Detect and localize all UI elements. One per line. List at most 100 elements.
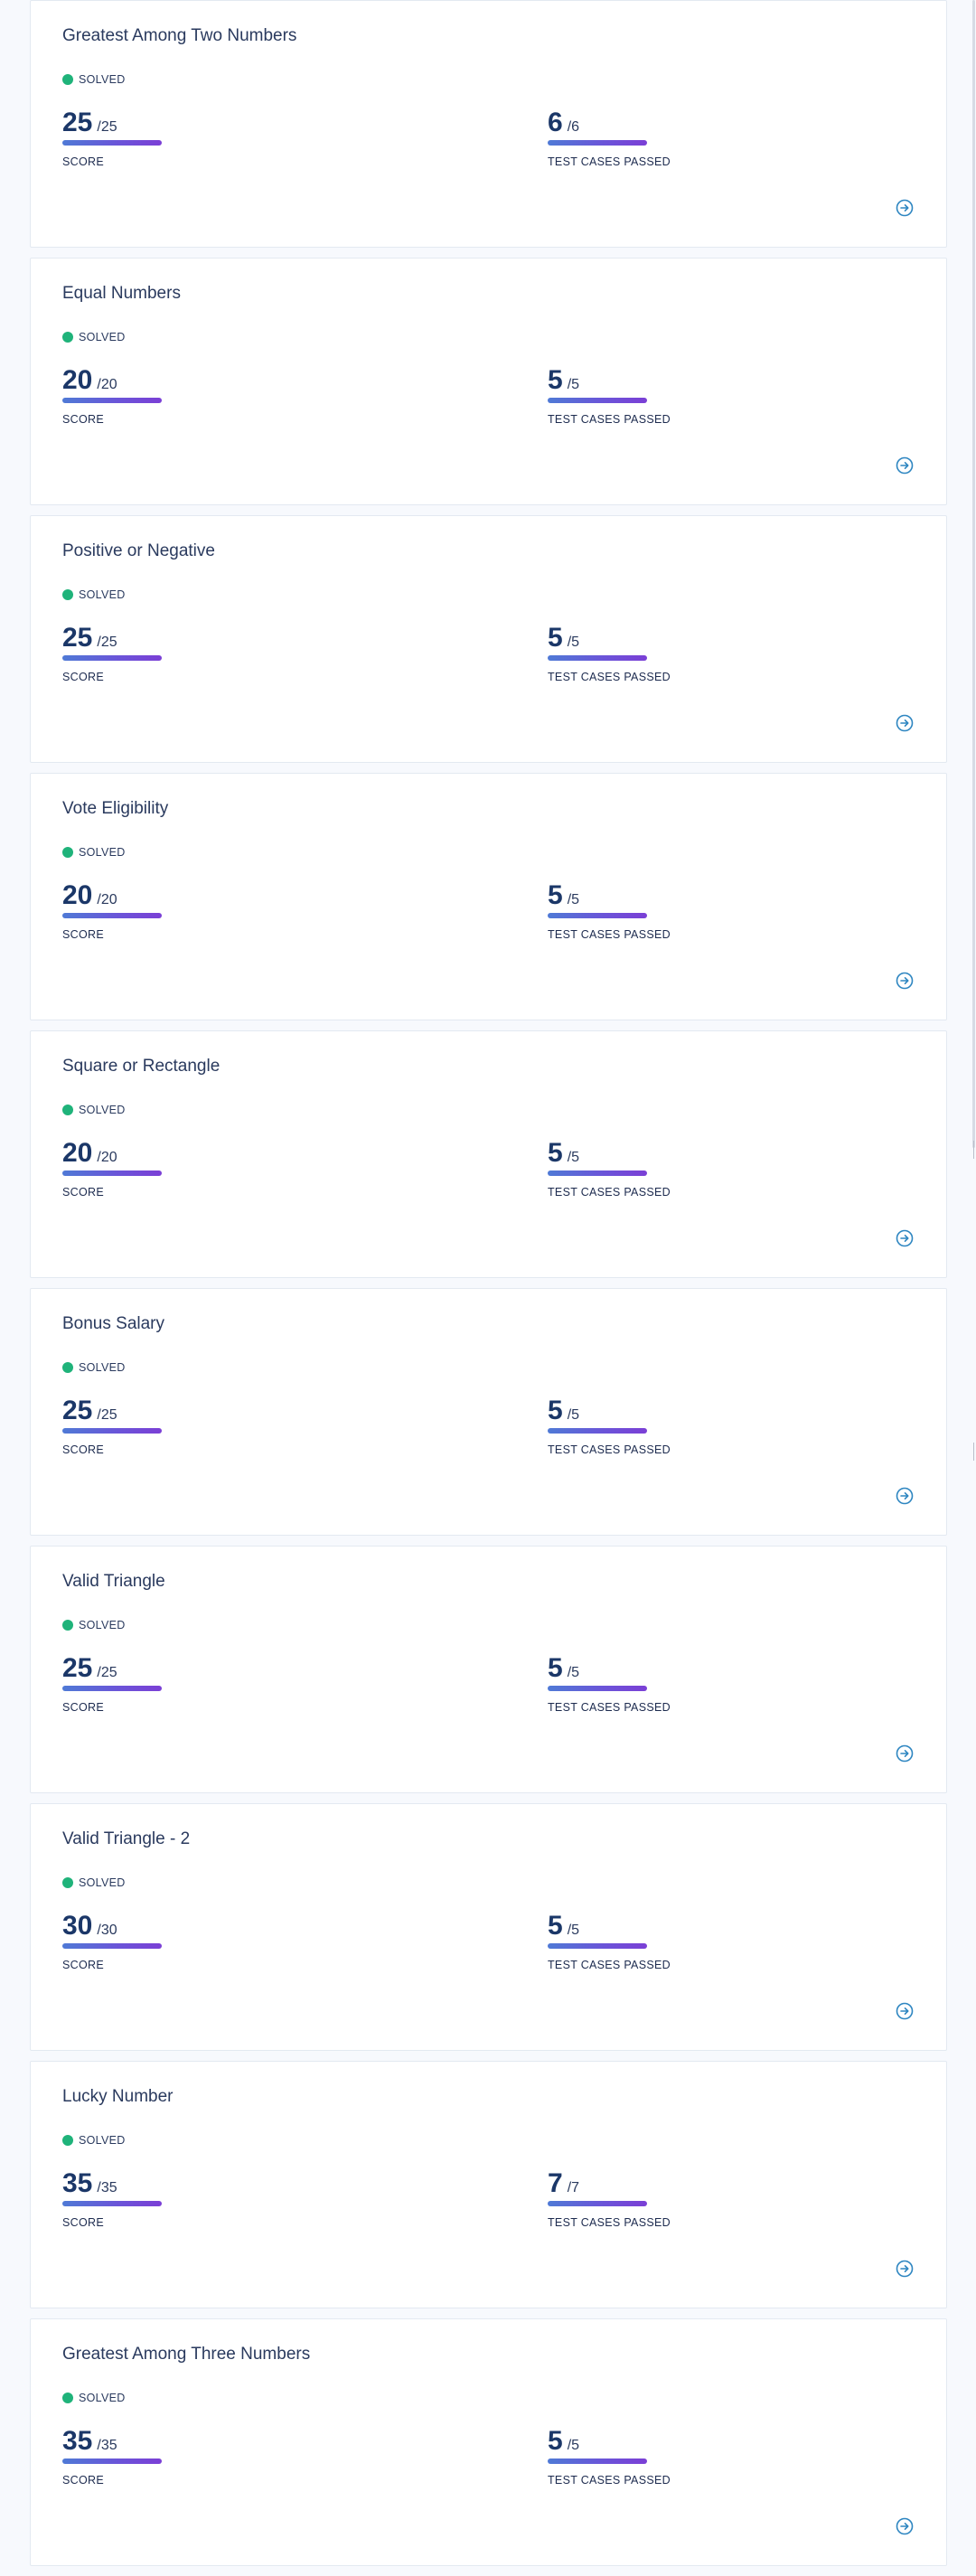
arrow-circle-right-icon: [896, 2002, 914, 2020]
open-problem-button[interactable]: [896, 1744, 914, 1763]
score-metric: 30 /30 SCORE: [62, 1911, 162, 1971]
problem-card: Square or Rectangle SOLVED 20 /20 SCORE …: [30, 1030, 947, 1278]
test-cases-total: /5: [567, 1150, 580, 1165]
open-problem-button[interactable]: [896, 714, 914, 732]
score-progress-bar: [62, 1170, 162, 1176]
score-value: 30: [62, 1911, 93, 1941]
score-label: SCORE: [62, 1443, 104, 1456]
problem-title: Positive or Negative: [62, 541, 215, 560]
status-badge: SOLVED: [62, 588, 126, 601]
status-badge: SOLVED: [62, 2134, 126, 2147]
test-cases-value: 5: [548, 1138, 563, 1168]
problem-card: Valid Triangle - 2 SOLVED 30 /30 SCORE 5…: [30, 1803, 947, 2051]
test-cases-total: /5: [567, 892, 580, 907]
score-value: 25: [62, 1653, 93, 1683]
score-value: 25: [62, 108, 93, 137]
score-progress-bar: [62, 398, 162, 403]
score-progress-bar: [62, 2458, 162, 2464]
scrollbar-thumb[interactable]: [972, 0, 975, 1148]
test-cases-label: TEST CASES PASSED: [548, 1959, 671, 1971]
problem-title: Square or Rectangle: [62, 1057, 221, 1076]
score-value: 20: [62, 880, 93, 910]
test-cases-value: 5: [548, 1653, 563, 1683]
status-badge: SOLVED: [62, 846, 126, 859]
open-problem-button[interactable]: [896, 2260, 914, 2278]
score-value: 35: [62, 2168, 93, 2198]
scrollbar-marker: [973, 1443, 974, 1461]
score-total: /20: [97, 892, 117, 907]
test-cases-metric: 5 /5 TEST CASES PASSED: [548, 880, 671, 941]
score-total: /35: [97, 2438, 117, 2453]
solved-dot-icon: [62, 847, 73, 858]
problem-title: Vote Eligibility: [62, 799, 169, 818]
status-badge: SOLVED: [62, 1361, 126, 1374]
test-cases-metric: 5 /5 TEST CASES PASSED: [548, 1653, 671, 1714]
test-cases-progress-bar: [548, 2201, 647, 2206]
status-label: SOLVED: [79, 588, 126, 601]
problem-card: Greatest Among Two Numbers SOLVED 25 /25…: [30, 0, 947, 248]
solved-dot-icon: [62, 1362, 73, 1373]
open-problem-button[interactable]: [896, 199, 914, 217]
arrow-circle-right-icon: [896, 2517, 914, 2535]
solved-dot-icon: [62, 1105, 73, 1115]
test-cases-value: 5: [548, 880, 563, 910]
test-cases-value: 5: [548, 365, 563, 395]
test-cases-metric: 6 /6 TEST CASES PASSED: [548, 108, 671, 168]
arrow-circle-right-icon: [896, 972, 914, 990]
open-problem-button[interactable]: [896, 2517, 914, 2535]
solved-dot-icon: [62, 589, 73, 600]
scrollbar[interactable]: [971, 0, 976, 2547]
test-cases-total: /5: [567, 1665, 580, 1680]
test-cases-label: TEST CASES PASSED: [548, 2216, 671, 2229]
score-value: 25: [62, 623, 93, 653]
problem-card: Bonus Salary SOLVED 25 /25 SCORE 5 /5 TE…: [30, 1288, 947, 1536]
problem-title: Greatest Among Three Numbers: [62, 2345, 311, 2364]
test-cases-value: 5: [548, 2426, 563, 2456]
score-progress-bar: [62, 913, 162, 918]
score-value: 20: [62, 365, 93, 395]
score-progress-bar: [62, 1428, 162, 1434]
open-problem-button[interactable]: [896, 456, 914, 475]
test-cases-progress-bar: [548, 913, 647, 918]
open-problem-button[interactable]: [896, 1487, 914, 1505]
score-progress-bar: [62, 655, 162, 661]
score-total: /25: [97, 1665, 117, 1680]
status-badge: SOLVED: [62, 73, 126, 86]
test-cases-value: 6: [548, 108, 563, 137]
test-cases-label: TEST CASES PASSED: [548, 1186, 671, 1199]
arrow-circle-right-icon: [896, 456, 914, 475]
score-metric: 25 /25 SCORE: [62, 1653, 162, 1714]
test-cases-label: TEST CASES PASSED: [548, 413, 671, 426]
score-total: /25: [97, 1407, 117, 1423]
solved-dot-icon: [62, 2135, 73, 2146]
score-label: SCORE: [62, 928, 104, 941]
score-metric: 25 /25 SCORE: [62, 108, 162, 168]
test-cases-label: TEST CASES PASSED: [548, 671, 671, 683]
status-badge: SOLVED: [62, 2392, 126, 2404]
test-cases-metric: 5 /5 TEST CASES PASSED: [548, 623, 671, 683]
test-cases-total: /6: [567, 119, 580, 135]
problem-card: Greatest Among Three Numbers SOLVED 35 /…: [30, 2318, 947, 2566]
test-cases-metric: 5 /5 TEST CASES PASSED: [548, 365, 671, 426]
problem-card: Equal Numbers SOLVED 20 /20 SCORE 5 /5 T…: [30, 258, 947, 505]
open-problem-button[interactable]: [896, 972, 914, 990]
test-cases-progress-bar: [548, 1170, 647, 1176]
solved-dot-icon: [62, 74, 73, 85]
status-label: SOLVED: [79, 2134, 126, 2147]
test-cases-total: /5: [567, 377, 580, 392]
test-cases-metric: 7 /7 TEST CASES PASSED: [548, 2168, 671, 2229]
status-label: SOLVED: [79, 73, 126, 86]
status-badge: SOLVED: [62, 1104, 126, 1116]
arrow-circle-right-icon: [896, 1744, 914, 1763]
status-badge: SOLVED: [62, 331, 126, 343]
test-cases-total: /5: [567, 2438, 580, 2453]
score-label: SCORE: [62, 1959, 104, 1971]
test-cases-label: TEST CASES PASSED: [548, 1701, 671, 1714]
score-metric: 20 /20 SCORE: [62, 1138, 162, 1199]
open-problem-button[interactable]: [896, 1229, 914, 1247]
score-progress-bar: [62, 1943, 162, 1949]
problem-card: Lucky Number SOLVED 35 /35 SCORE 7 /7 TE…: [30, 2061, 947, 2308]
open-problem-button[interactable]: [896, 2002, 914, 2020]
arrow-circle-right-icon: [896, 2260, 914, 2278]
score-total: /35: [97, 2180, 117, 2195]
